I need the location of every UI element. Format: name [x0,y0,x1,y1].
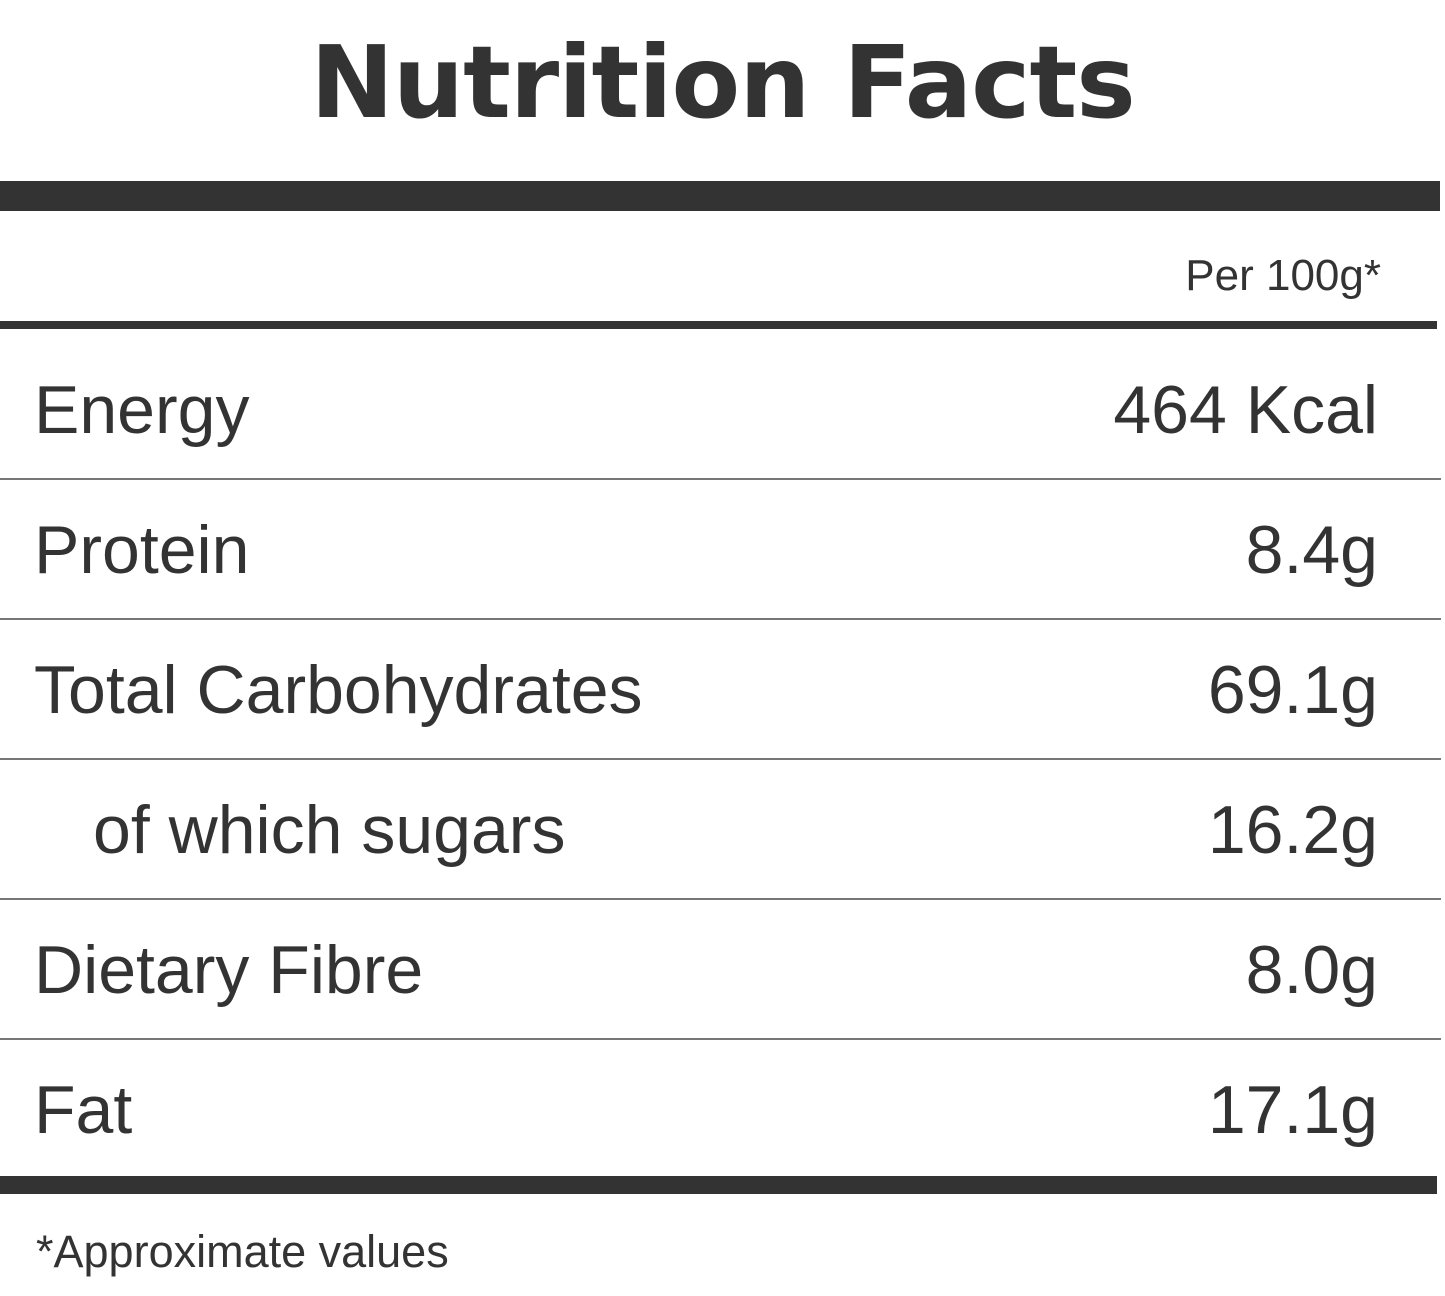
row-divider [0,478,1441,480]
per-100g-header: Per 100g* [1185,251,1381,300]
nutrient-label: of which sugars [93,792,566,868]
nutrient-value: 464 Kcal [1113,372,1378,448]
row-divider [0,898,1441,900]
header-rule [0,321,1437,329]
nutrient-value: 8.4g [1245,512,1378,588]
nutrient-label: Dietary Fibre [34,932,424,1008]
row-divider [0,1038,1441,1040]
nutrient-row-carbohydrates: Total Carbohydrates 69.1g [0,620,1445,758]
nutrient-label: Energy [34,372,250,448]
nutrient-row-fibre: Dietary Fibre 8.0g [0,900,1445,1038]
bottom-thick-rule [0,1176,1437,1194]
nutrient-label: Total Carbohydrates [34,652,643,728]
nutrient-value: 17.1g [1207,1072,1378,1148]
footnote: *Approximate values [36,1226,449,1277]
nutrient-value: 69.1g [1207,652,1378,728]
nutrient-value: 16.2g [1207,792,1378,868]
nutrient-label: Protein [34,512,250,588]
nutrient-row-sugars: of which sugars 16.2g [0,760,1445,898]
row-divider [0,758,1441,760]
nutrient-row-protein: Protein 8.4g [0,480,1445,618]
nutrient-label: Fat [34,1072,133,1148]
nutrient-row-energy: Energy 464 Kcal [0,340,1445,478]
nutrient-value: 8.0g [1245,932,1378,1008]
nutrient-row-fat: Fat 17.1g [0,1040,1445,1178]
top-thick-rule [0,181,1440,211]
row-divider [0,618,1441,620]
nutrition-facts-title: Nutrition Facts [310,24,1136,141]
